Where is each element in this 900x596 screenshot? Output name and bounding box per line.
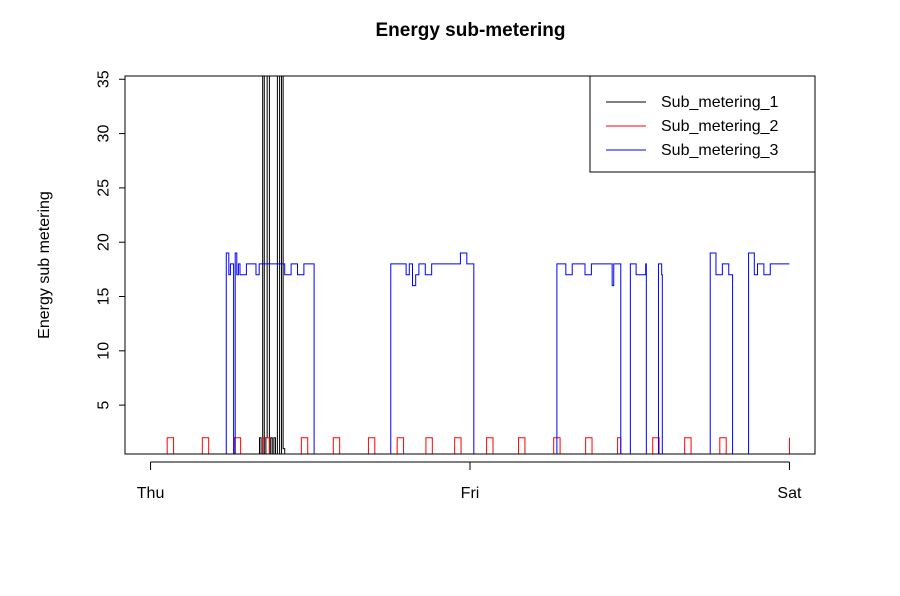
y-axis: 5 10 15 20 25 30 35 — [96, 70, 125, 410]
x-tick-label-fri: Fri — [461, 485, 480, 502]
x-tick-label-sat: Sat — [777, 485, 802, 502]
legend-label-2: Sub_metering_2 — [661, 118, 779, 135]
series-line-2 — [166, 437, 790, 454]
series-line-3 — [225, 252, 790, 454]
y-tick-label-30: 30 — [96, 125, 113, 143]
series-layer — [166, 76, 790, 454]
y-axis-label: Energy sub metering — [36, 191, 53, 339]
x-axis: Thu Fri Sat — [137, 461, 802, 502]
x-tick-label-thu: Thu — [137, 485, 165, 502]
plot-frame — [124, 75, 816, 455]
y-tick-label-35: 35 — [96, 70, 113, 88]
y-tick-label-15: 15 — [96, 288, 113, 306]
y-tick-label-25: 25 — [96, 179, 113, 197]
y-tick-label-10: 10 — [96, 342, 113, 360]
y-tick-label-20: 20 — [96, 233, 113, 251]
legend-box — [589, 75, 816, 173]
y-tick-label-5: 5 — [96, 401, 113, 410]
series-line-1 — [258, 76, 286, 454]
chart-title: Energy sub-metering — [375, 20, 565, 41]
legend-label-3: Sub_metering_3 — [661, 142, 779, 159]
legend-label-1: Sub_metering_1 — [661, 94, 779, 111]
legend: Sub_metering_1 Sub_metering_2 Sub_metering… — [589, 75, 816, 173]
